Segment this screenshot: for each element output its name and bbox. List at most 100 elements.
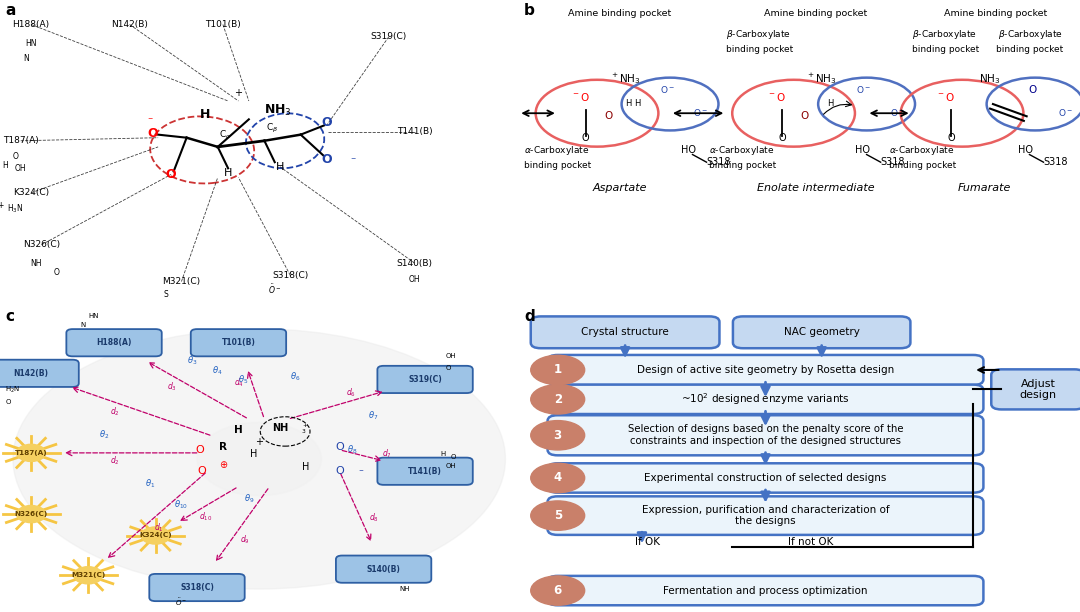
Text: $\theta_9$: $\theta_9$ [244, 493, 254, 505]
Text: $_3^+$: $_3^+$ [301, 421, 309, 436]
Text: c: c [5, 309, 14, 324]
Text: O: O [148, 127, 159, 140]
Text: $\theta_8$: $\theta_8$ [348, 444, 357, 456]
Text: O: O [13, 152, 18, 161]
Text: K324(C): K324(C) [13, 188, 50, 197]
Text: $^-$: $^-$ [147, 115, 154, 124]
Text: H$_3$N: H$_3$N [8, 202, 24, 215]
Text: H: H [441, 451, 446, 457]
FancyBboxPatch shape [548, 385, 984, 414]
Text: d$_8$: d$_8$ [369, 512, 379, 524]
Text: d$_{10}$: d$_{10}$ [200, 510, 213, 523]
Text: T101(B): T101(B) [221, 338, 255, 347]
Text: HN: HN [25, 39, 37, 48]
Text: H: H [2, 162, 8, 170]
Text: $\theta_7$: $\theta_7$ [368, 410, 378, 422]
Text: $\alpha$-Carboxylate: $\alpha$-Carboxylate [710, 144, 774, 157]
Text: O: O [321, 116, 332, 129]
Text: O: O [800, 111, 809, 121]
Text: Enolate intermediate: Enolate intermediate [757, 183, 875, 193]
Text: $\theta_6$: $\theta_6$ [291, 370, 300, 382]
Ellipse shape [13, 329, 505, 589]
Circle shape [530, 501, 584, 530]
Text: O$^-$: O$^-$ [1058, 107, 1074, 118]
Text: $\theta_1$: $\theta_1$ [145, 477, 156, 490]
Circle shape [16, 444, 45, 461]
Text: T187(A): T187(A) [3, 136, 39, 145]
Text: binding pocket: binding pocket [726, 45, 794, 54]
Text: binding pocket: binding pocket [710, 162, 777, 170]
Text: NH$_3$: NH$_3$ [980, 73, 1001, 86]
Text: 1: 1 [554, 364, 562, 376]
Text: ⊕: ⊕ [219, 460, 227, 470]
Text: OH: OH [446, 353, 457, 359]
Text: binding pocket: binding pocket [912, 45, 978, 54]
Text: $^-$: $^-$ [356, 467, 364, 476]
Text: O$^-$: O$^-$ [890, 107, 905, 118]
Text: S318: S318 [880, 157, 905, 167]
Text: S318(C): S318(C) [272, 271, 309, 280]
FancyBboxPatch shape [191, 329, 286, 356]
Text: Adjust
design: Adjust design [1020, 379, 1056, 400]
Text: +: + [0, 201, 3, 210]
Text: O: O [54, 269, 60, 277]
Text: O: O [165, 168, 176, 181]
Circle shape [530, 463, 584, 493]
Text: O: O [321, 152, 332, 166]
Text: Expression, purification and characterization of
the designs: Expression, purification and characteriz… [642, 505, 889, 526]
Text: M321(C): M321(C) [71, 572, 105, 578]
FancyBboxPatch shape [548, 355, 984, 385]
Text: N: N [23, 54, 29, 63]
Text: O: O [195, 445, 204, 455]
Text: HO: HO [681, 145, 697, 155]
Text: $^+$NH$_3$: $^+$NH$_3$ [610, 72, 640, 86]
Text: If OK: If OK [635, 537, 660, 547]
Text: T141(B): T141(B) [408, 467, 442, 476]
Text: H: H [302, 461, 310, 472]
Text: d$_9$: d$_9$ [240, 534, 251, 547]
FancyBboxPatch shape [991, 369, 1080, 409]
Text: Amine binding pocket: Amine binding pocket [568, 9, 671, 18]
Text: S318(C): S318(C) [180, 583, 214, 592]
Text: N326(C): N326(C) [23, 241, 60, 249]
Text: $\alpha$-Carboxylate: $\alpha$-Carboxylate [889, 144, 955, 157]
Text: $\theta_2$: $\theta_2$ [98, 428, 109, 441]
Text: O$^-$: O$^-$ [660, 84, 675, 95]
Text: OH: OH [15, 165, 27, 173]
Text: 2: 2 [554, 393, 562, 406]
FancyBboxPatch shape [66, 329, 162, 356]
Circle shape [530, 420, 584, 450]
Text: +: + [255, 437, 264, 447]
Text: $\ddot{O}^-$: $\ddot{O}^-$ [268, 282, 281, 296]
Text: +: + [234, 88, 243, 99]
Text: binding pocket: binding pocket [524, 162, 591, 170]
FancyBboxPatch shape [548, 576, 984, 605]
FancyBboxPatch shape [548, 415, 984, 455]
Text: N142(B): N142(B) [14, 369, 49, 378]
Text: O: O [335, 442, 343, 452]
FancyBboxPatch shape [377, 366, 473, 393]
Text: NH: NH [272, 424, 288, 433]
Text: R: R [219, 442, 227, 452]
FancyBboxPatch shape [336, 556, 431, 583]
Text: $\theta_{10}$: $\theta_{10}$ [174, 499, 189, 511]
Text: d$_2$: d$_2$ [110, 405, 120, 417]
Text: C$_\beta$: C$_\beta$ [266, 122, 279, 135]
Text: NAC geometry: NAC geometry [784, 327, 860, 337]
Text: d$_4$: d$_4$ [233, 376, 244, 389]
Text: S: S [163, 290, 168, 299]
Text: N142(B): N142(B) [111, 20, 148, 29]
Text: S140(B): S140(B) [367, 565, 401, 573]
Text: b: b [524, 3, 535, 18]
Text: K324(C): K324(C) [139, 532, 172, 539]
Circle shape [73, 567, 103, 584]
Text: T101(B): T101(B) [205, 20, 241, 29]
Text: Selection of designs based on the penalty score of the
constraints and inspectio: Selection of designs based on the penalt… [627, 425, 903, 446]
Text: HN: HN [89, 313, 98, 319]
Text: Fumarate: Fumarate [958, 183, 1011, 193]
Text: T187(A): T187(A) [15, 450, 48, 456]
Text: $^-$O: $^-$O [935, 91, 955, 103]
Text: d$_1$: d$_1$ [153, 521, 163, 534]
Text: H: H [251, 449, 258, 460]
Text: H: H [275, 162, 284, 172]
